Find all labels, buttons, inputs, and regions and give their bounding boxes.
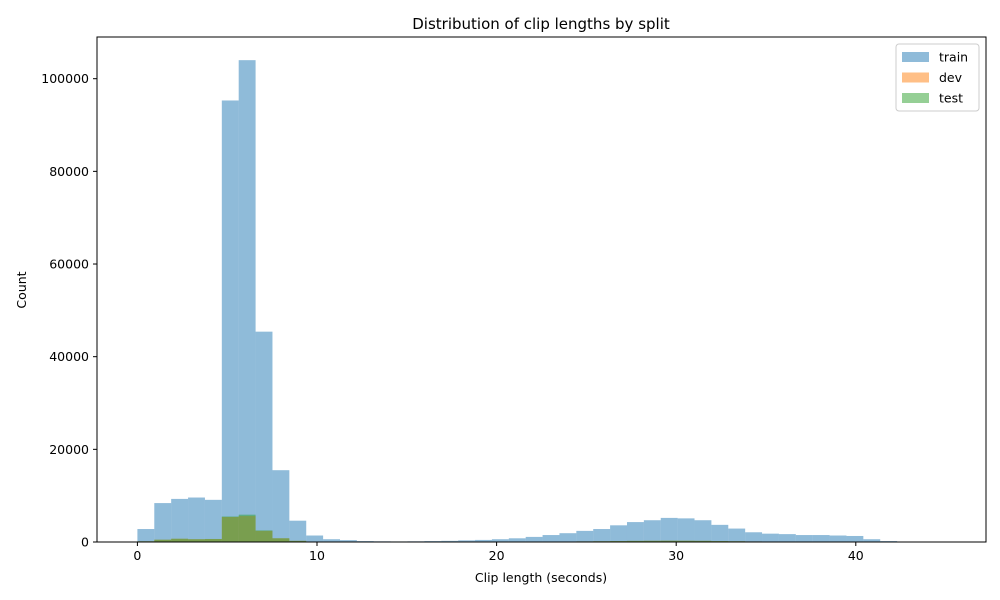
bar-train <box>289 520 307 542</box>
bar-test <box>221 516 239 542</box>
bar-train <box>306 535 324 542</box>
series-train <box>137 60 898 543</box>
x-tick-label: 40 <box>848 548 864 563</box>
bar-train <box>491 539 509 542</box>
x-tick-label: 0 <box>133 548 141 563</box>
bar-train <box>778 534 796 542</box>
legend-label-train: train <box>939 50 968 65</box>
axes-frame <box>96 36 987 543</box>
x-axis-label: Clip length (seconds) <box>475 570 607 585</box>
bar-train <box>762 533 779 542</box>
bar-test <box>660 540 678 542</box>
bar-train <box>272 470 290 542</box>
bar-train <box>626 522 644 542</box>
bar-train <box>137 529 155 542</box>
y-tick-label: 80000 <box>49 164 89 179</box>
y-tick-label: 100000 <box>41 71 89 86</box>
bar-train <box>221 100 239 543</box>
bar-train <box>829 535 847 542</box>
bar-test <box>154 539 172 542</box>
bar-test <box>272 538 290 542</box>
bar-train <box>508 538 526 542</box>
legend-label-test: test <box>939 91 963 106</box>
y-tick-label: 40000 <box>49 349 89 364</box>
bar-test <box>643 540 661 542</box>
bar-train <box>188 497 205 542</box>
y-tick-label: 60000 <box>49 257 89 272</box>
bar-test <box>204 538 222 542</box>
bar-train <box>323 539 340 542</box>
bar-train <box>711 524 729 542</box>
y-axis: 0 20000 40000 60000 80000 100000 <box>41 71 97 550</box>
bar-test <box>255 530 273 542</box>
bar-train <box>694 520 712 542</box>
bar-train <box>728 528 746 542</box>
chart-title: Distribution of clip lengths by split <box>412 15 670 33</box>
bar-test <box>171 538 189 542</box>
legend-label-dev: dev <box>939 70 963 85</box>
bar-test <box>238 514 256 542</box>
bar-test <box>188 539 205 542</box>
bar-train <box>542 535 560 542</box>
bar-train <box>441 540 459 542</box>
bar-train <box>238 60 256 543</box>
bar-train <box>593 529 611 542</box>
bar-train <box>475 539 492 542</box>
bar-test <box>694 540 712 542</box>
bar-train <box>812 535 830 542</box>
bar-train <box>204 499 222 542</box>
bar-train <box>795 535 813 542</box>
bar-train <box>171 498 189 542</box>
bar-train <box>458 540 476 542</box>
legend-swatch-train <box>902 52 929 62</box>
bar-train <box>643 520 661 542</box>
x-tick-label: 30 <box>668 548 684 563</box>
y-axis-label: Count <box>14 271 29 308</box>
legend-swatch-test <box>902 93 929 103</box>
bar-train <box>576 530 594 542</box>
x-tick-label: 10 <box>309 548 325 563</box>
x-tick-label: 20 <box>489 548 505 563</box>
bar-train <box>154 503 172 542</box>
bar-train <box>660 517 678 542</box>
y-tick-label: 20000 <box>49 442 89 457</box>
bar-train <box>863 539 881 542</box>
y-tick-label: 0 <box>81 535 89 550</box>
bars-layer <box>137 60 898 543</box>
bar-test <box>626 540 644 542</box>
bar-train <box>846 535 864 542</box>
bar-train <box>525 536 543 542</box>
bar-train <box>610 525 627 542</box>
bar-train <box>559 533 577 542</box>
bar-train <box>677 518 695 542</box>
bar-train <box>745 532 763 542</box>
legend-swatch-dev <box>902 72 929 83</box>
bar-train <box>255 331 273 542</box>
x-axis: 0 10 20 30 40 <box>133 542 864 563</box>
bar-train <box>339 540 357 542</box>
bar-test <box>289 540 307 542</box>
bar-test <box>677 540 695 542</box>
legend: train dev test <box>895 43 980 112</box>
